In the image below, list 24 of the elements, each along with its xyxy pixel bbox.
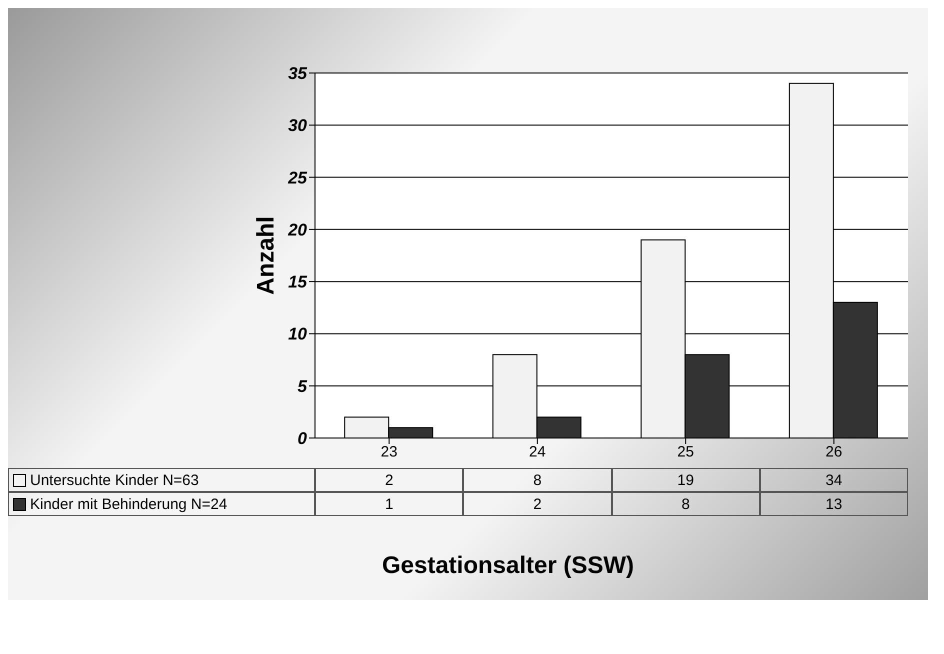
data-label: 13 bbox=[760, 492, 908, 516]
y-tick-label: 20 bbox=[287, 220, 308, 240]
y-tick-label: 5 bbox=[298, 376, 308, 396]
y-tick-label: 15 bbox=[288, 272, 308, 292]
y-tick-label: 30 bbox=[288, 116, 308, 136]
x-tick-label: 25 bbox=[677, 444, 694, 461]
x-tick-label: 24 bbox=[529, 444, 546, 461]
y-tick-label: 0 bbox=[298, 429, 308, 448]
y-tick-label: 35 bbox=[288, 64, 308, 84]
y-tick-label: 10 bbox=[288, 324, 308, 344]
legend-label: Kinder mit Behinderung N=24 bbox=[8, 492, 315, 516]
legend-label: Untersuchte Kinder N=63 bbox=[8, 468, 315, 492]
y-axis-title: Anzahl bbox=[252, 216, 280, 295]
data-label: 19 bbox=[612, 468, 760, 492]
data-label: 8 bbox=[463, 468, 612, 492]
data-label: 2 bbox=[315, 468, 464, 492]
data-label: 34 bbox=[760, 468, 908, 492]
data-label: 2 bbox=[463, 492, 612, 516]
data-label: 1 bbox=[315, 492, 464, 516]
x-axis-title: Gestationsalter (SSW) bbox=[380, 552, 636, 580]
x-tick-label: 26 bbox=[826, 444, 842, 461]
y-tick-label: 25 bbox=[287, 168, 308, 188]
data-label: 8 bbox=[612, 492, 760, 516]
x-tick-label: 23 bbox=[380, 444, 398, 461]
